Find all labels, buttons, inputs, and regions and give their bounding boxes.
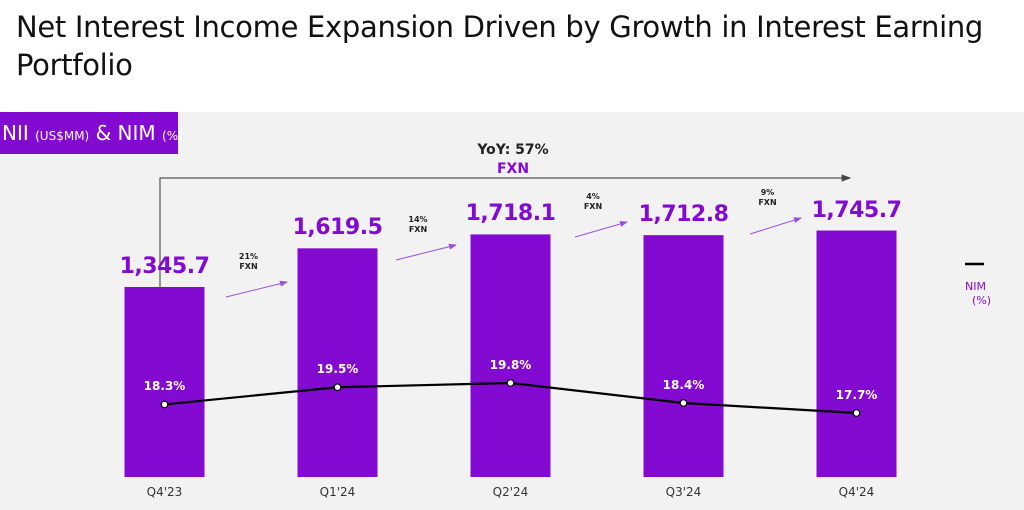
nii-bar [297, 248, 378, 477]
tag-nii: NII [2, 121, 36, 145]
nii-value-label: 1,712.8 [638, 202, 729, 228]
tag-nii-unit: (US$MM) [35, 129, 90, 143]
yoy-bracket [159, 174, 852, 288]
yoy-label: YoY: 57% [477, 142, 549, 158]
nii-value-label: 1,745.7 [811, 197, 902, 223]
growth-pct: 9% [760, 188, 775, 197]
nii-value-label: 1,345.7 [119, 253, 210, 279]
growth-note: FXN [583, 202, 603, 211]
nim-point [852, 409, 861, 417]
chart-tag: NII (US$MM) & NIM (%) [0, 112, 183, 154]
nii-bar [643, 235, 724, 477]
growth-note: FXN [408, 225, 428, 234]
category-label: Q4'23 [146, 485, 183, 499]
nii-value-label: 1,619.5 [292, 215, 383, 241]
nim-value-label: 18.4% [662, 377, 705, 392]
category-label: Q2'24 [492, 485, 529, 499]
growth-pct: 14% [408, 215, 428, 224]
growth-pct: 4% [586, 192, 600, 201]
nii-bar [470, 234, 551, 477]
nim-value-label: 17.7% [835, 388, 878, 402]
legend-nim-unit: (%) [972, 294, 992, 307]
category-label: Q3'24 [665, 485, 702, 499]
nim-point [506, 379, 515, 387]
growth-arrow [574, 221, 628, 238]
nii-value-label: 1,718.1 [465, 201, 556, 227]
category-label: Q4'24 [838, 485, 875, 499]
legend-nim-label: NIM [965, 280, 986, 293]
nim-value-label: 19.8% [489, 357, 532, 372]
yoy-note: FXN [496, 161, 530, 177]
growth-arrow [395, 243, 457, 261]
growth-arrow [225, 280, 288, 298]
category-label: Q1'24 [319, 485, 356, 499]
nim-point [333, 383, 342, 392]
nim-value-label: 18.3% [143, 379, 186, 394]
growth-note: FXN [758, 198, 777, 207]
tag-nim-unit: (%) [162, 129, 183, 143]
growth-note: FXN [239, 262, 258, 271]
nim-value-label: 19.5% [316, 362, 359, 377]
page-title: Net Interest Income Expansion Driven by … [16, 10, 984, 82]
nim-point [679, 399, 688, 407]
nii-bar [816, 230, 897, 477]
nim-point [160, 400, 169, 409]
tag-nim: & NIM [89, 121, 163, 145]
nii-bar [124, 286, 205, 477]
growth-arrow [749, 217, 802, 235]
growth-pct: 21% [238, 252, 259, 261]
